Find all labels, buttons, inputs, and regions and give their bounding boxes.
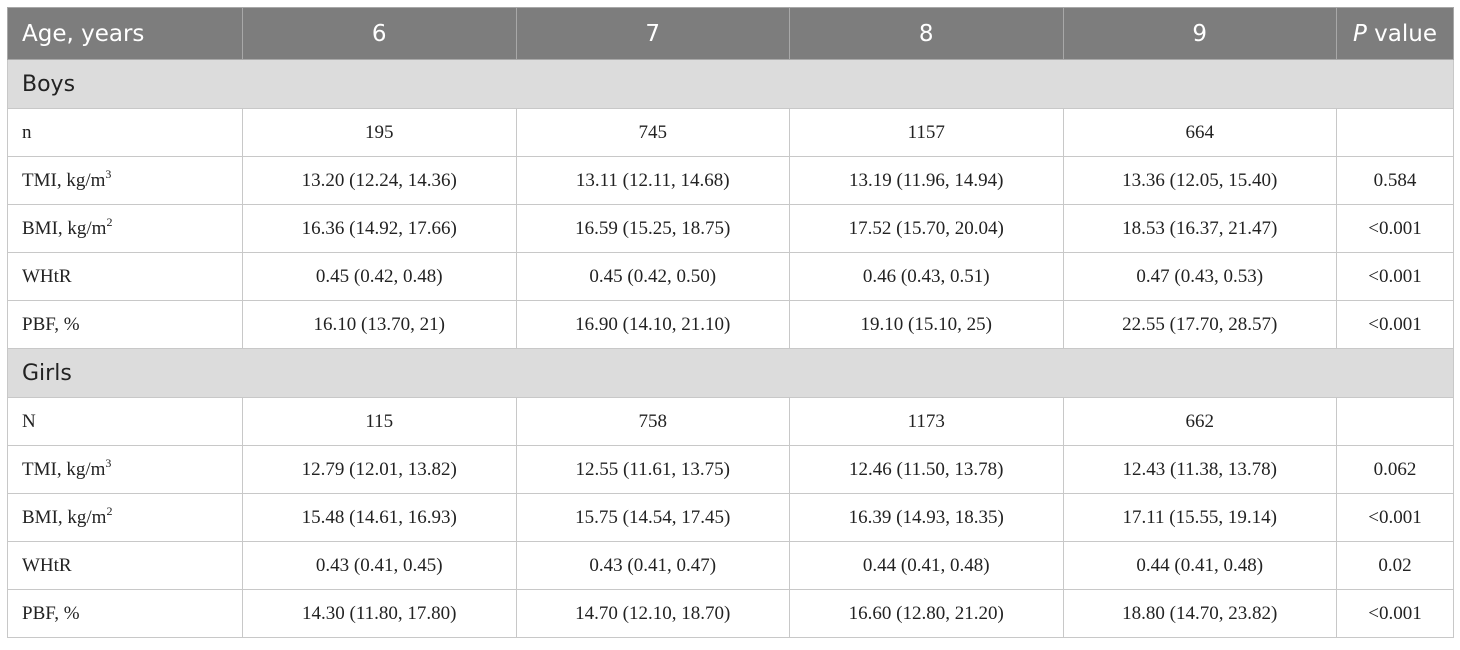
row-label: TMI, kg/m3 xyxy=(7,156,243,205)
value-cell: 13.36 (12.05, 15.40) xyxy=(1062,156,1337,205)
value-cell: 0.43 (0.41, 0.47) xyxy=(515,541,790,590)
value-cell: 18.80 (14.70, 23.82) xyxy=(1062,589,1337,638)
unit-exponent: 3 xyxy=(105,166,112,181)
value-cell: 17.11 (15.55, 19.14) xyxy=(1062,493,1337,542)
value-cell: 195 xyxy=(242,108,517,157)
p-value-cell: 0.02 xyxy=(1336,541,1454,590)
value-cell: 0.47 (0.43, 0.53) xyxy=(1062,252,1337,301)
value-cell: 14.70 (12.10, 18.70) xyxy=(515,589,790,638)
row-label: WHtR xyxy=(7,541,243,590)
data-table: Age, years 6 7 8 9 P value Boys n 195 745 11… xyxy=(7,7,1454,638)
table-row: n 195 745 1157 664 xyxy=(7,108,1454,157)
value-cell: 14.30 (11.80, 17.80) xyxy=(242,589,517,638)
value-cell: 15.75 (14.54, 17.45) xyxy=(515,493,790,542)
row-label-text: PBF, % xyxy=(22,313,80,335)
row-label: BMI, kg/m2 xyxy=(7,493,243,542)
p-value-header: P value xyxy=(1336,7,1454,60)
section-row: Boys xyxy=(7,59,1454,109)
section-title: Girls xyxy=(7,348,1454,398)
value-cell: 0.45 (0.42, 0.48) xyxy=(242,252,517,301)
value-cell: 16.60 (12.80, 21.20) xyxy=(789,589,1064,638)
row-label-text: BMI, kg/m xyxy=(22,506,107,528)
value-cell: 19.10 (15.10, 25) xyxy=(789,300,1064,349)
row-label-text: n xyxy=(22,121,32,143)
value-cell: 0.43 (0.41, 0.45) xyxy=(242,541,517,590)
value-cell: 0.44 (0.41, 0.48) xyxy=(1062,541,1337,590)
p-rest: value xyxy=(1366,20,1437,47)
value-cell: 16.10 (13.70, 21) xyxy=(242,300,517,349)
table-row: PBF, % 16.10 (13.70, 21) 16.90 (14.10, 21.… xyxy=(7,300,1454,349)
row-label: PBF, % xyxy=(7,589,243,638)
row-label: TMI, kg/m3 xyxy=(7,445,243,494)
age-col-header: 8 xyxy=(789,7,1064,60)
row-label: BMI, kg/m2 xyxy=(7,204,243,253)
row-label: N xyxy=(7,397,243,446)
unit-exponent: 2 xyxy=(106,214,113,229)
section-row: Girls xyxy=(7,348,1454,398)
row-label: n xyxy=(7,108,243,157)
value-cell: 16.36 (14.92, 17.66) xyxy=(242,204,517,253)
value-cell: 16.39 (14.93, 18.35) xyxy=(789,493,1064,542)
value-cell: 1157 xyxy=(789,108,1064,157)
unit-exponent: 3 xyxy=(105,455,112,470)
value-cell: 16.90 (14.10, 21.10) xyxy=(515,300,790,349)
age-col-header: 6 xyxy=(242,7,517,60)
value-cell: 664 xyxy=(1062,108,1337,157)
p-value-cell: <0.001 xyxy=(1336,252,1454,301)
p-value-cell: <0.001 xyxy=(1336,493,1454,542)
age-col-header: 7 xyxy=(515,7,790,60)
table-row: WHtR 0.45 (0.42, 0.48) 0.45 (0.42, 0.50) 0.… xyxy=(7,252,1454,301)
value-cell: 758 xyxy=(515,397,790,446)
row-label: WHtR xyxy=(7,252,243,301)
value-cell: 13.20 (12.24, 14.36) xyxy=(242,156,517,205)
row-label-text: BMI, kg/m xyxy=(22,217,107,239)
value-cell: 15.48 (14.61, 16.93) xyxy=(242,493,517,542)
value-cell: 0.46 (0.43, 0.51) xyxy=(789,252,1064,301)
row-label-text: WHtR xyxy=(22,554,72,576)
value-cell: 18.53 (16.37, 21.47) xyxy=(1062,204,1337,253)
row-label: PBF, % xyxy=(7,300,243,349)
p-value-cell: 0.062 xyxy=(1336,445,1454,494)
value-cell: 12.55 (11.61, 13.75) xyxy=(515,445,790,494)
row-label-text: N xyxy=(22,410,36,432)
age-header: Age, years xyxy=(7,7,243,60)
p-value-cell: <0.001 xyxy=(1336,204,1454,253)
value-cell: 662 xyxy=(1062,397,1337,446)
p-value-cell: <0.001 xyxy=(1336,300,1454,349)
row-label-text: TMI, kg/m xyxy=(22,458,106,480)
value-cell: 22.55 (17.70, 28.57) xyxy=(1062,300,1337,349)
value-cell: 12.79 (12.01, 13.82) xyxy=(242,445,517,494)
unit-exponent: 2 xyxy=(106,503,113,518)
row-label-text: PBF, % xyxy=(22,602,80,624)
p-value-cell: 0.584 xyxy=(1336,156,1454,205)
p-letter: P xyxy=(1352,20,1367,47)
header-row: Age, years 6 7 8 9 P value xyxy=(7,7,1454,60)
p-value-cell: <0.001 xyxy=(1336,589,1454,638)
table-row: TMI, kg/m3 13.20 (12.24, 14.36) 13.11 (12.… xyxy=(7,156,1454,205)
value-cell: 0.45 (0.42, 0.50) xyxy=(515,252,790,301)
value-cell: 745 xyxy=(515,108,790,157)
value-cell: 17.52 (15.70, 20.04) xyxy=(789,204,1064,253)
value-cell: 1173 xyxy=(789,397,1064,446)
row-label-text: TMI, kg/m xyxy=(22,169,106,191)
value-cell: 12.46 (11.50, 13.78) xyxy=(789,445,1064,494)
age-col-header: 9 xyxy=(1062,7,1337,60)
table-row: PBF, % 14.30 (11.80, 17.80) 14.70 (12.10, … xyxy=(7,589,1454,638)
row-label-text: WHtR xyxy=(22,265,72,287)
value-cell: 16.59 (15.25, 18.75) xyxy=(515,204,790,253)
table-row: BMI, kg/m2 15.48 (14.61, 16.93) 15.75 (14.… xyxy=(7,493,1454,542)
value-cell: 13.19 (11.96, 14.94) xyxy=(789,156,1064,205)
table-row: N 115 758 1173 662 xyxy=(7,397,1454,446)
p-value-cell xyxy=(1336,397,1454,446)
section-title: Boys xyxy=(7,59,1454,109)
value-cell: 12.43 (11.38, 13.78) xyxy=(1062,445,1337,494)
table-row: TMI, kg/m3 12.79 (12.01, 13.82) 12.55 (11.… xyxy=(7,445,1454,494)
value-cell: 13.11 (12.11, 14.68) xyxy=(515,156,790,205)
table-row: BMI, kg/m2 16.36 (14.92, 17.66) 16.59 (15.… xyxy=(7,204,1454,253)
p-value-cell xyxy=(1336,108,1454,157)
value-cell: 115 xyxy=(242,397,517,446)
value-cell: 0.44 (0.41, 0.48) xyxy=(789,541,1064,590)
table-row: WHtR 0.43 (0.41, 0.45) 0.43 (0.41, 0.47) 0.… xyxy=(7,541,1454,590)
